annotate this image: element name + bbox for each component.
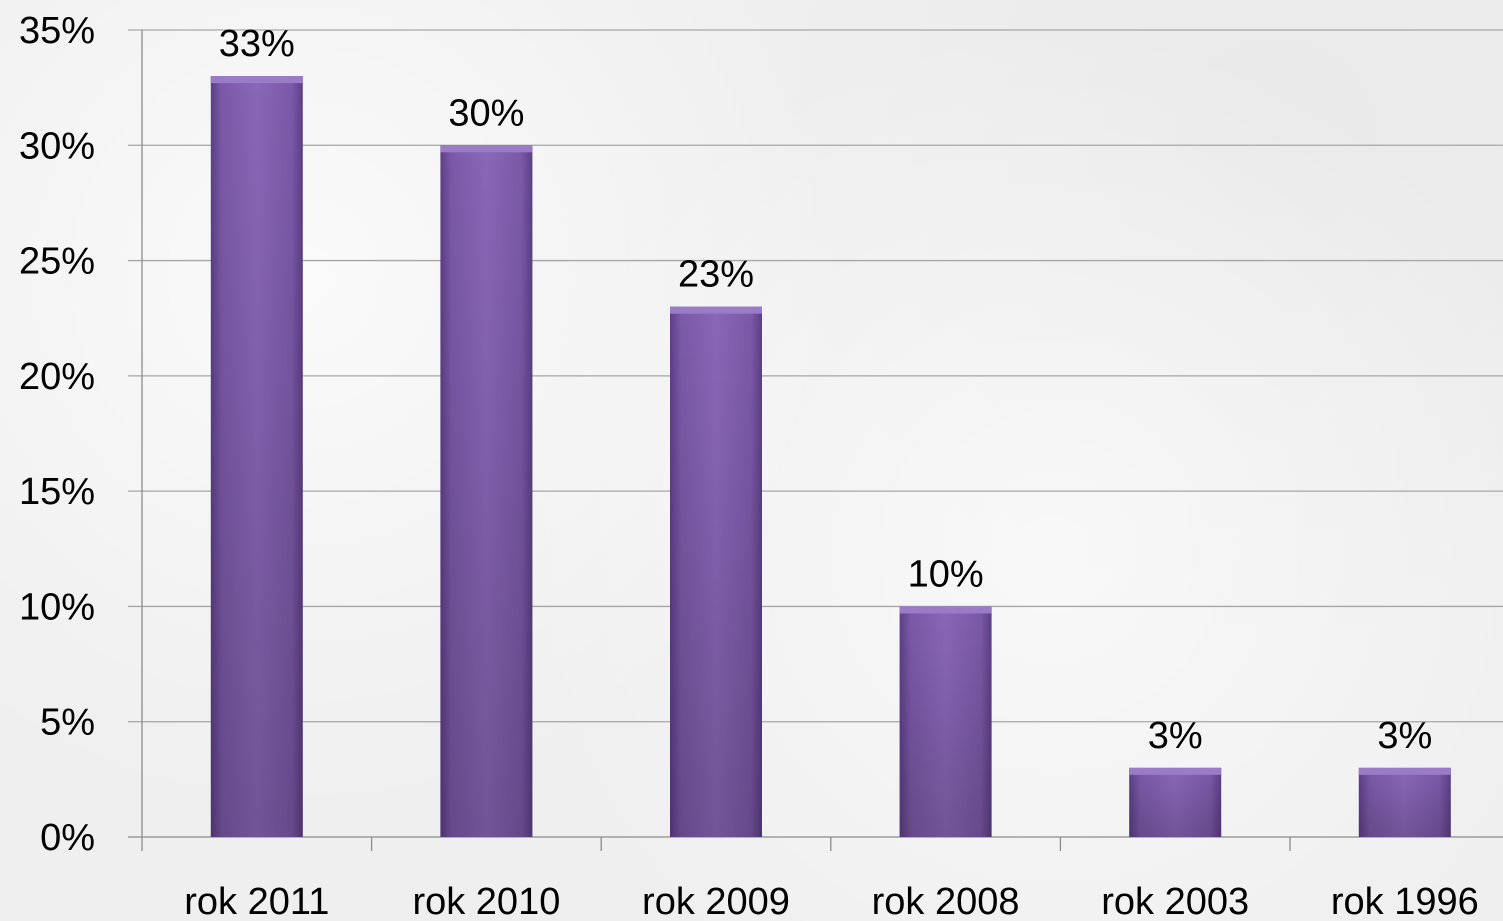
labels: 0% 5% 10% 15% 20% 25% 30% 35% 33% rok 2011 30% rok … <box>19 10 1479 921</box>
data-label: 30% <box>448 92 524 134</box>
y-tick-label: 15% <box>19 471 95 513</box>
x-category-label: rok 2010 <box>412 881 560 921</box>
data-label: 3% <box>1148 715 1203 757</box>
y-tick-label: 0% <box>40 817 95 859</box>
y-tick-label: 35% <box>19 10 95 52</box>
bar-shade <box>1358 767 1451 837</box>
data-label: 10% <box>908 553 984 595</box>
gridlines <box>128 29 1503 838</box>
x-category-label: rok 2009 <box>642 881 790 921</box>
bar-top <box>1358 767 1451 775</box>
data-label: 23% <box>678 254 754 296</box>
bar-top <box>440 145 533 153</box>
y-tick-label: 5% <box>40 702 95 744</box>
bar-top <box>1129 767 1222 775</box>
x-category-label: rok 1996 <box>1331 881 1479 921</box>
x-category-label: rok 2008 <box>872 881 1020 921</box>
bar-shade <box>1129 767 1222 837</box>
x-category-label: rok 2011 <box>184 881 329 921</box>
bar-shade <box>899 606 992 837</box>
y-tick-label: 20% <box>19 356 95 398</box>
y-tick-label: 25% <box>19 241 95 283</box>
bar-shade <box>440 145 533 838</box>
bar-top <box>670 306 762 314</box>
bars <box>210 76 1451 838</box>
bar-shade <box>210 76 303 838</box>
bar-shade <box>670 306 762 838</box>
bar-top <box>899 606 992 614</box>
axes <box>141 30 1291 851</box>
data-label: 3% <box>1377 715 1432 757</box>
bar-top <box>210 76 303 84</box>
y-tick-label: 30% <box>19 125 95 167</box>
x-category-label: rok 2003 <box>1101 881 1249 921</box>
y-tick-label: 10% <box>19 586 95 628</box>
data-label: 33% <box>219 23 295 65</box>
